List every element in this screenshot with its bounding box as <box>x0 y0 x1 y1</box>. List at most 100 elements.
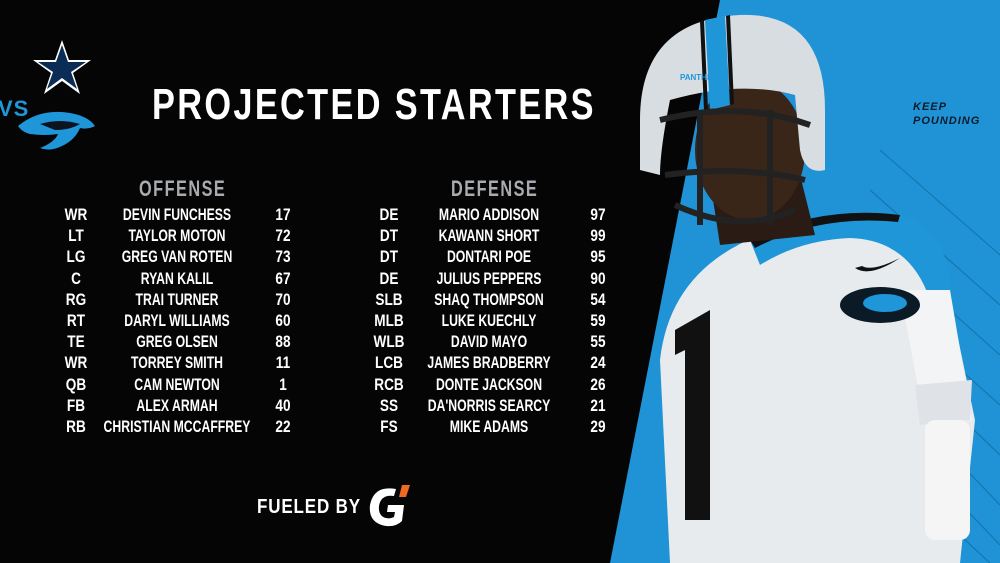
player-position: LCB <box>375 353 403 373</box>
roster-row: QB CAM NEWTON 1 <box>0 374 287 396</box>
offense-heading: OFFENSE <box>139 176 227 201</box>
roster-row: MLB LUKE KUECHLY 59 <box>0 311 605 332</box>
roster-row: TE GREG OLSEN 88 <box>0 332 290 353</box>
player-number: 97 <box>590 205 606 224</box>
player-name: CAM NEWTON <box>134 374 220 394</box>
roster-row: LT TAYLOR MOTON 72 <box>0 226 290 247</box>
player-number: 17 <box>275 205 291 224</box>
roster-row: RG TRAI TURNER 70 <box>0 289 291 311</box>
player-name: MIKE ADAMS <box>449 417 529 436</box>
roster-row: WLB DAVID MAYO 55 <box>0 332 606 353</box>
player-number: 21 <box>590 395 606 415</box>
player-position: RB <box>66 417 86 436</box>
player-name: LUKE KUECHLY <box>441 311 537 330</box>
roster-row: SS DA'NORRIS SEARCY 21 <box>0 396 606 417</box>
matchup-logos <box>18 40 95 150</box>
player-number: 73 <box>275 247 291 267</box>
roster-row: LG GREG VAN ROTEN 73 <box>0 247 291 268</box>
player-number: 95 <box>590 247 606 267</box>
player-number: 26 <box>590 374 606 394</box>
roster-row: DE JULIUS PEPPERS 90 <box>0 269 606 290</box>
player-position: SS <box>379 395 399 415</box>
player-number: 90 <box>590 268 606 288</box>
roster-row: SLB SHAQ THOMPSON 54 <box>0 290 605 311</box>
player-name: RYAN KALIL <box>140 268 214 288</box>
player-number: 11 <box>275 353 291 373</box>
player-position: QB <box>65 374 87 394</box>
player-name: SHAQ THOMPSON <box>434 289 544 309</box>
player-name: CHRISTIAN MCCAFFREY <box>103 417 251 436</box>
player-number: 59 <box>590 311 606 330</box>
defense-heading: DEFENSE <box>451 176 539 201</box>
player-position: RCB <box>374 374 404 394</box>
player-position: DT <box>379 226 399 246</box>
roster-row: DT KAWANN SHORT 99 <box>0 226 606 247</box>
player-position: MLB <box>374 311 404 330</box>
player-name: ALEX ARMAH <box>136 395 218 415</box>
vs-label: VS <box>0 96 30 121</box>
roster-row: LCB JAMES BRADBERRY 24 <box>0 353 606 374</box>
player-position: WR <box>64 353 88 373</box>
player-position: TE <box>67 332 85 352</box>
player-position: DT <box>379 247 399 267</box>
player-name: JAMES BRADBERRY <box>427 353 551 373</box>
player-number: 29 <box>590 417 606 436</box>
player-number: 67 <box>275 268 291 288</box>
player-position: LG <box>66 247 86 267</box>
player-number: 72 <box>275 226 291 246</box>
panthers-logo <box>18 111 95 150</box>
roster-row: WR TORREY SMITH 11 <box>0 353 291 374</box>
player-number: 88 <box>275 332 291 352</box>
page-title: PROJECTED STARTERS <box>152 80 596 129</box>
svg-text:PANTHERS: PANTHERS <box>680 73 724 82</box>
player-number: 60 <box>275 311 291 330</box>
roster-row: RB CHRISTIAN MCCAFFREY 22 <box>0 417 290 438</box>
roster-row: C RYAN KALIL 67 <box>0 268 290 290</box>
player-name: JULIUS PEPPERS <box>436 268 542 288</box>
player-position: WLB <box>373 332 405 352</box>
player-number: 54 <box>590 289 606 309</box>
roster-row: DE MARIO ADDISON 97 <box>0 205 606 226</box>
player-name: DAVID MAYO <box>450 332 528 352</box>
player-position: FS <box>380 417 398 436</box>
roster-row: RT DARYL WILLIAMS 60 <box>0 311 291 332</box>
player-position: RT <box>66 311 86 330</box>
player-name: DARYL WILLIAMS <box>124 311 230 330</box>
player-name: TORREY SMITH <box>130 353 224 373</box>
tagline-line-2: POUNDING <box>913 115 981 127</box>
player-name: DA'NORRIS SEARCY <box>427 395 551 415</box>
player-position: SLB <box>375 289 403 309</box>
player-number: 1 <box>279 374 287 394</box>
player-name: TRAI TURNER <box>135 289 219 309</box>
player-position: WR <box>64 205 88 224</box>
player-name: GREG VAN ROTEN <box>121 247 233 267</box>
player-position: DE <box>379 268 399 288</box>
player-position: C <box>71 268 81 288</box>
cowboys-star-logo <box>33 40 91 94</box>
roster-row: DT DONTARI POE 95 <box>0 247 606 268</box>
player-name: KAWANN SHORT <box>438 226 540 246</box>
sponsor-label: FUELED BY <box>257 496 361 518</box>
player-photo: PANTHERS <box>640 14 975 563</box>
gatorade-g-logo <box>369 485 410 527</box>
player-name: DEVIN FUNCHESS <box>122 205 232 224</box>
player-number: 40 <box>275 395 291 415</box>
player-number: 99 <box>590 226 606 246</box>
player-name: DONTARI POE <box>446 247 532 267</box>
player-position: RG <box>65 289 87 309</box>
player-name: TAYLOR MOTON <box>128 226 226 246</box>
roster-row: WR DEVIN FUNCHESS 17 <box>0 205 291 226</box>
player-position: FB <box>66 395 86 415</box>
keep-pounding-tagline: KEEP POUNDING <box>913 100 980 128</box>
player-position: LT <box>68 226 84 246</box>
roster-row: FB ALEX ARMAH 40 <box>0 395 291 417</box>
tagline-line-1: KEEP <box>913 101 947 113</box>
player-number: 24 <box>590 353 606 373</box>
player-number: 70 <box>275 289 291 309</box>
player-name: MARIO ADDISON <box>438 205 540 224</box>
player-name: GREG OLSEN <box>136 332 218 352</box>
roster-row: RCB DONTE JACKSON 26 <box>0 375 605 396</box>
player-number: 55 <box>590 332 606 352</box>
player-number: 22 <box>275 417 291 436</box>
